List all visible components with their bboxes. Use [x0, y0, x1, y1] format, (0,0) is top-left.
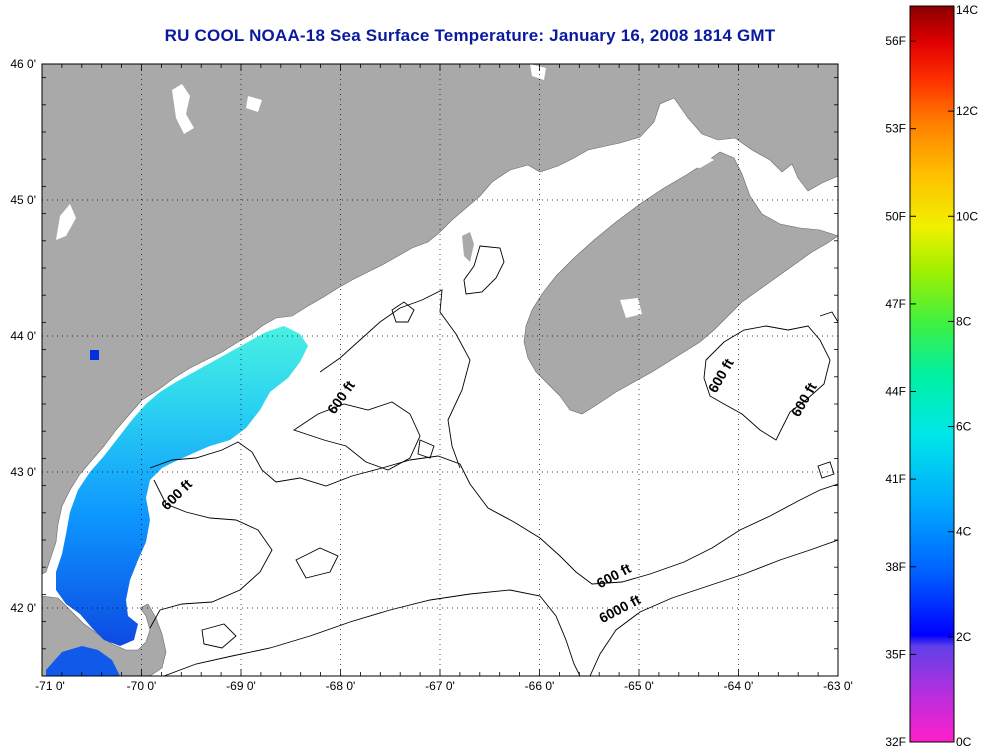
- colorbar-celsius-label: 10C: [956, 209, 978, 223]
- colorbar-fahrenheit-labels: 56F 53F 50F 47F 44F 41F 38F 35F 32F: [885, 34, 906, 749]
- lon-tick-label: -70 0': [127, 679, 157, 693]
- lon-tick-label: -64 0': [724, 679, 754, 693]
- sst-coverage: [56, 326, 308, 646]
- colorbar-fahrenheit-label: 41F: [885, 472, 906, 486]
- bathymetry-contours: [149, 245, 838, 676]
- colorbar-fahrenheit-label: 53F: [885, 122, 906, 136]
- contour-6000ft-east: [589, 539, 838, 676]
- contour-shelf-east-2: [819, 311, 838, 323]
- minas-basin: [650, 148, 714, 168]
- colorbar-gradient: [909, 5, 955, 743]
- colorbar-fahrenheit-label: 35F: [885, 647, 906, 661]
- contour-600ft-basin: [292, 401, 421, 471]
- colorbar-ticks: [910, 5, 954, 743]
- lon-tick-label: -66 0': [525, 679, 555, 693]
- contour-6000ft: [163, 589, 581, 676]
- land-grand-manan: [462, 232, 474, 262]
- lon-tick-label: -69 0': [226, 679, 256, 693]
- colorbar-fahrenheit-label: 38F: [885, 560, 906, 574]
- contour-600ft-west: [149, 479, 273, 629]
- contour-small: [817, 461, 835, 479]
- contour-small: [463, 245, 505, 295]
- colorbar-fahrenheit-label: 47F: [885, 297, 906, 311]
- contour-small: [295, 547, 339, 579]
- contour-small: [417, 439, 435, 459]
- colorbar-fahrenheit-label: 56F: [885, 34, 906, 48]
- contour-600ft-gom-east: [319, 289, 471, 469]
- colorbar-celsius-label: 2C: [956, 630, 972, 644]
- colorbar-fahrenheit-label: 44F: [885, 385, 906, 399]
- contour-shelf-east: [703, 325, 831, 441]
- land-mainland: [42, 64, 838, 575]
- colorbar-celsius-label: 12C: [956, 104, 978, 118]
- axis-ticks: [41, 64, 839, 677]
- lake: [620, 298, 642, 318]
- lake: [246, 96, 262, 112]
- gridlines: [41, 63, 839, 676]
- contour-small: [201, 623, 237, 649]
- lon-tick-label: -65 0': [624, 679, 654, 693]
- latitude-labels: 46 0' 45 0' 44 0' 43 0' 42 0': [10, 57, 36, 615]
- colorbar-celsius-label: 14C: [956, 3, 978, 17]
- colorbar-celsius-labels: 14C 12C 10C 8C 6C 4C 2C 0C: [956, 3, 978, 749]
- sst-patch: [90, 350, 99, 360]
- colorbar: 14C 12C 10C 8C 6C 4C 2C 0C 56F 53F 50F 47F 44F 41F 38…: [885, 3, 978, 749]
- lon-tick-label: -71 0': [35, 679, 65, 693]
- colorbar-fahrenheit-label: 32F: [885, 735, 906, 749]
- lat-tick-label: 45 0': [10, 193, 36, 207]
- lon-tick-label: -63 0': [823, 679, 853, 693]
- colorbar-celsius-label: 8C: [956, 314, 972, 328]
- lake: [172, 84, 194, 134]
- lat-tick-label: 42 0': [10, 601, 36, 615]
- longitude-labels: -71 0' -70 0' -69 0' -68 0' -67 0' -66 0' -65 …: [35, 679, 853, 693]
- map-title: RU COOL NOAA-18 Sea Surface Temperature:…: [164, 26, 776, 45]
- colorbar-celsius-label: 6C: [956, 420, 972, 434]
- lat-tick-label: 46 0': [10, 57, 36, 71]
- lon-tick-label: -68 0': [326, 679, 356, 693]
- lon-tick-label: -67 0': [425, 679, 455, 693]
- colorbar-fahrenheit-label: 50F: [885, 209, 906, 223]
- land-nova-scotia: [523, 151, 838, 415]
- contour-600ft: [149, 441, 838, 585]
- colorbar-celsius-label: 4C: [956, 525, 972, 539]
- lake: [530, 64, 546, 80]
- lat-tick-label: 44 0': [10, 329, 36, 343]
- colorbar-celsius-label: 0C: [956, 735, 972, 749]
- contour-small: [391, 301, 415, 323]
- lake: [56, 204, 76, 240]
- lat-tick-label: 43 0': [10, 465, 36, 479]
- sst-coverage-south: [46, 646, 120, 676]
